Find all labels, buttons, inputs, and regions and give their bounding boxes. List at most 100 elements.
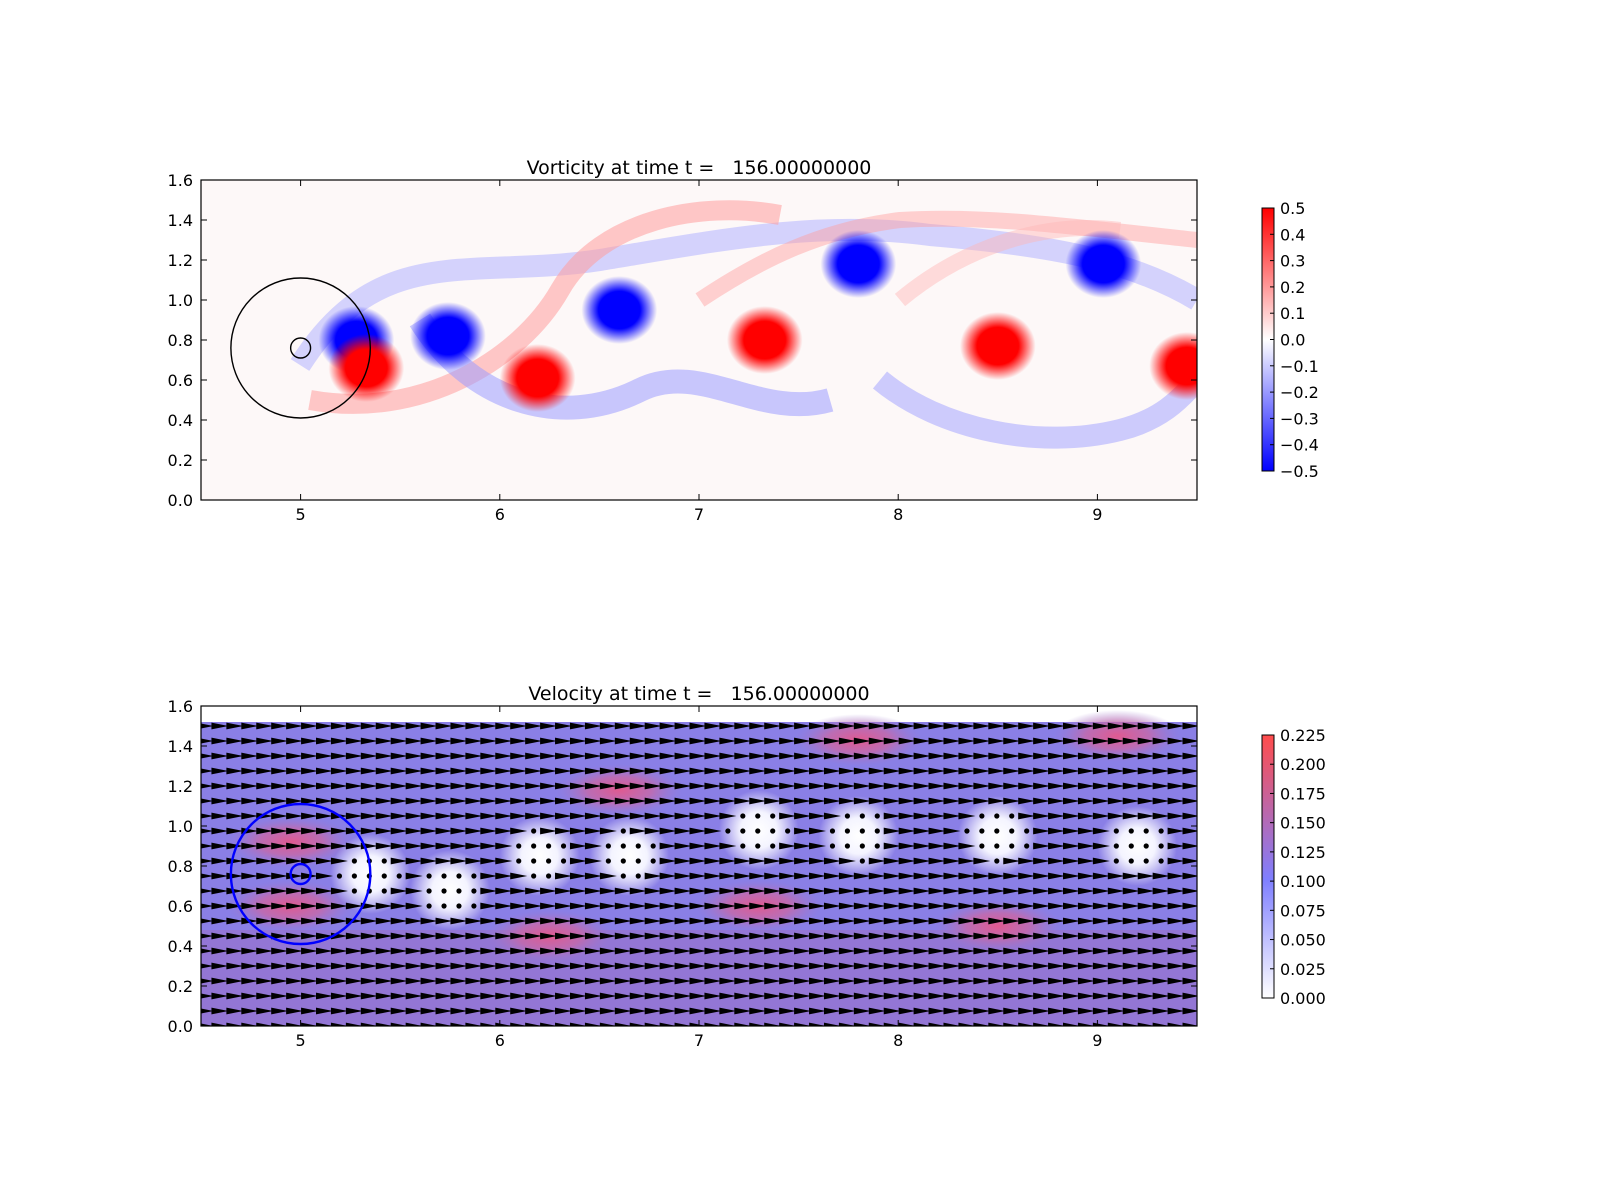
velocity-arrow <box>540 902 558 910</box>
velocity-arrow <box>405 812 423 820</box>
velocity-arrow <box>599 962 617 970</box>
velocity-arrow <box>555 917 573 925</box>
velocity-arrow <box>644 827 662 835</box>
velocity-arrow <box>779 767 797 775</box>
velocity-arrow <box>1152 992 1170 1000</box>
velocity-arrow <box>420 782 438 790</box>
velocity-arrow <box>495 932 513 940</box>
velocity-arrow <box>1048 1022 1066 1026</box>
velocity-arrow <box>1122 722 1140 730</box>
velocity-arrow <box>704 902 722 910</box>
velocity-dot <box>844 843 851 849</box>
velocity-arrow <box>450 1022 468 1026</box>
velocity-arrow <box>883 842 901 850</box>
velocity-arrow <box>301 857 319 865</box>
velocity-arrow <box>779 752 797 760</box>
velocity-arrow <box>241 842 259 850</box>
velocity-arrow <box>1048 1007 1066 1015</box>
vorticity-ytick-label: 0.8 <box>168 331 193 350</box>
velocity-arrow <box>913 737 931 745</box>
velocity-arrow <box>256 962 274 970</box>
velocity-arrow <box>943 887 961 895</box>
velocity-arrow <box>928 737 946 745</box>
velocity-arrow <box>226 992 244 1000</box>
velocity-arrow <box>1137 797 1155 805</box>
velocity-arrow <box>286 857 304 865</box>
velocity-arrow <box>1063 917 1081 925</box>
velocity-arrow <box>958 767 976 775</box>
velocity-arrow <box>734 947 752 955</box>
velocity-arrow <box>330 917 348 925</box>
velocity-arrow <box>809 812 827 820</box>
velocity-arrow <box>958 977 976 985</box>
velocity-arrow <box>1092 902 1110 910</box>
velocity-arrow <box>629 812 647 820</box>
velocity-arrow <box>256 842 274 850</box>
velocity-arrow <box>928 797 946 805</box>
velocity-arrow <box>1107 992 1125 1000</box>
velocity-arrow <box>749 932 767 940</box>
velocity-arrow <box>943 752 961 760</box>
velocity-arrow <box>271 1007 289 1015</box>
velocity-arrow <box>689 947 707 955</box>
velocity-arrow <box>241 737 259 745</box>
velocity-arrow <box>569 1022 587 1026</box>
velocity-arrow <box>360 722 378 730</box>
velocity-arrow <box>569 812 587 820</box>
velocity-arrow <box>794 887 812 895</box>
velocity-arrow <box>719 887 737 895</box>
velocity-arrow <box>644 1022 662 1026</box>
velocity-arrow <box>525 962 543 970</box>
velocity-arrow <box>973 947 991 955</box>
vorticity-xtick-label: 7 <box>694 505 704 524</box>
velocity-arrow <box>928 992 946 1000</box>
velocity-arrow <box>1092 962 1110 970</box>
velocity-arrow <box>1167 992 1185 1000</box>
velocity-arrow <box>450 752 468 760</box>
velocity-arrow <box>689 842 707 850</box>
velocity-arrow <box>674 977 692 985</box>
vorticity-ytick-label: 0.6 <box>168 371 193 390</box>
velocity-arrow <box>764 1022 782 1026</box>
velocity-arrow <box>316 797 334 805</box>
velocity-arrow <box>345 797 363 805</box>
velocity-arrow <box>1182 827 1197 835</box>
velocity-dot <box>546 843 552 849</box>
velocity-arrow <box>749 917 767 925</box>
velocity-arrow <box>555 872 573 880</box>
velocity-arrow <box>913 797 931 805</box>
velocity-arrow <box>405 1022 423 1026</box>
velocity-arrow <box>495 827 513 835</box>
velocity-dot <box>994 828 1000 834</box>
velocity-arrow <box>928 1022 946 1026</box>
velocity-arrow <box>1182 752 1197 760</box>
velocity-dot <box>964 828 970 834</box>
velocity-arrow <box>510 902 528 910</box>
velocity-arrow <box>330 737 348 745</box>
velocity-arrow <box>764 782 782 790</box>
velocity-arrow <box>555 767 573 775</box>
velocity-arrow <box>1048 842 1066 850</box>
velocity-arrow <box>973 1007 991 1015</box>
velocity-arrow <box>1063 767 1081 775</box>
velocity-arrow <box>286 992 304 1000</box>
velocity-arrow <box>734 797 752 805</box>
velocity-arrow <box>734 722 752 730</box>
velocity-arrow <box>1077 872 1095 880</box>
velocity-dot <box>516 843 522 849</box>
velocity-arrow <box>435 932 453 940</box>
velocity-arrow <box>465 932 483 940</box>
velocity-dot <box>994 843 1000 849</box>
velocity-arrow <box>1077 737 1095 745</box>
positive-vortex <box>499 344 576 412</box>
velocity-arrow <box>749 902 767 910</box>
velocity-arrow <box>764 737 782 745</box>
velocity-arrow <box>201 903 214 909</box>
velocity-arrow <box>779 992 797 1000</box>
velocity-arrow <box>1063 872 1081 880</box>
negative-vortex <box>410 302 486 370</box>
velocity-arrow <box>1033 857 1051 865</box>
velocity-arrow <box>495 737 513 745</box>
velocity-arrow <box>794 842 812 850</box>
velocity-arrow <box>584 902 602 910</box>
